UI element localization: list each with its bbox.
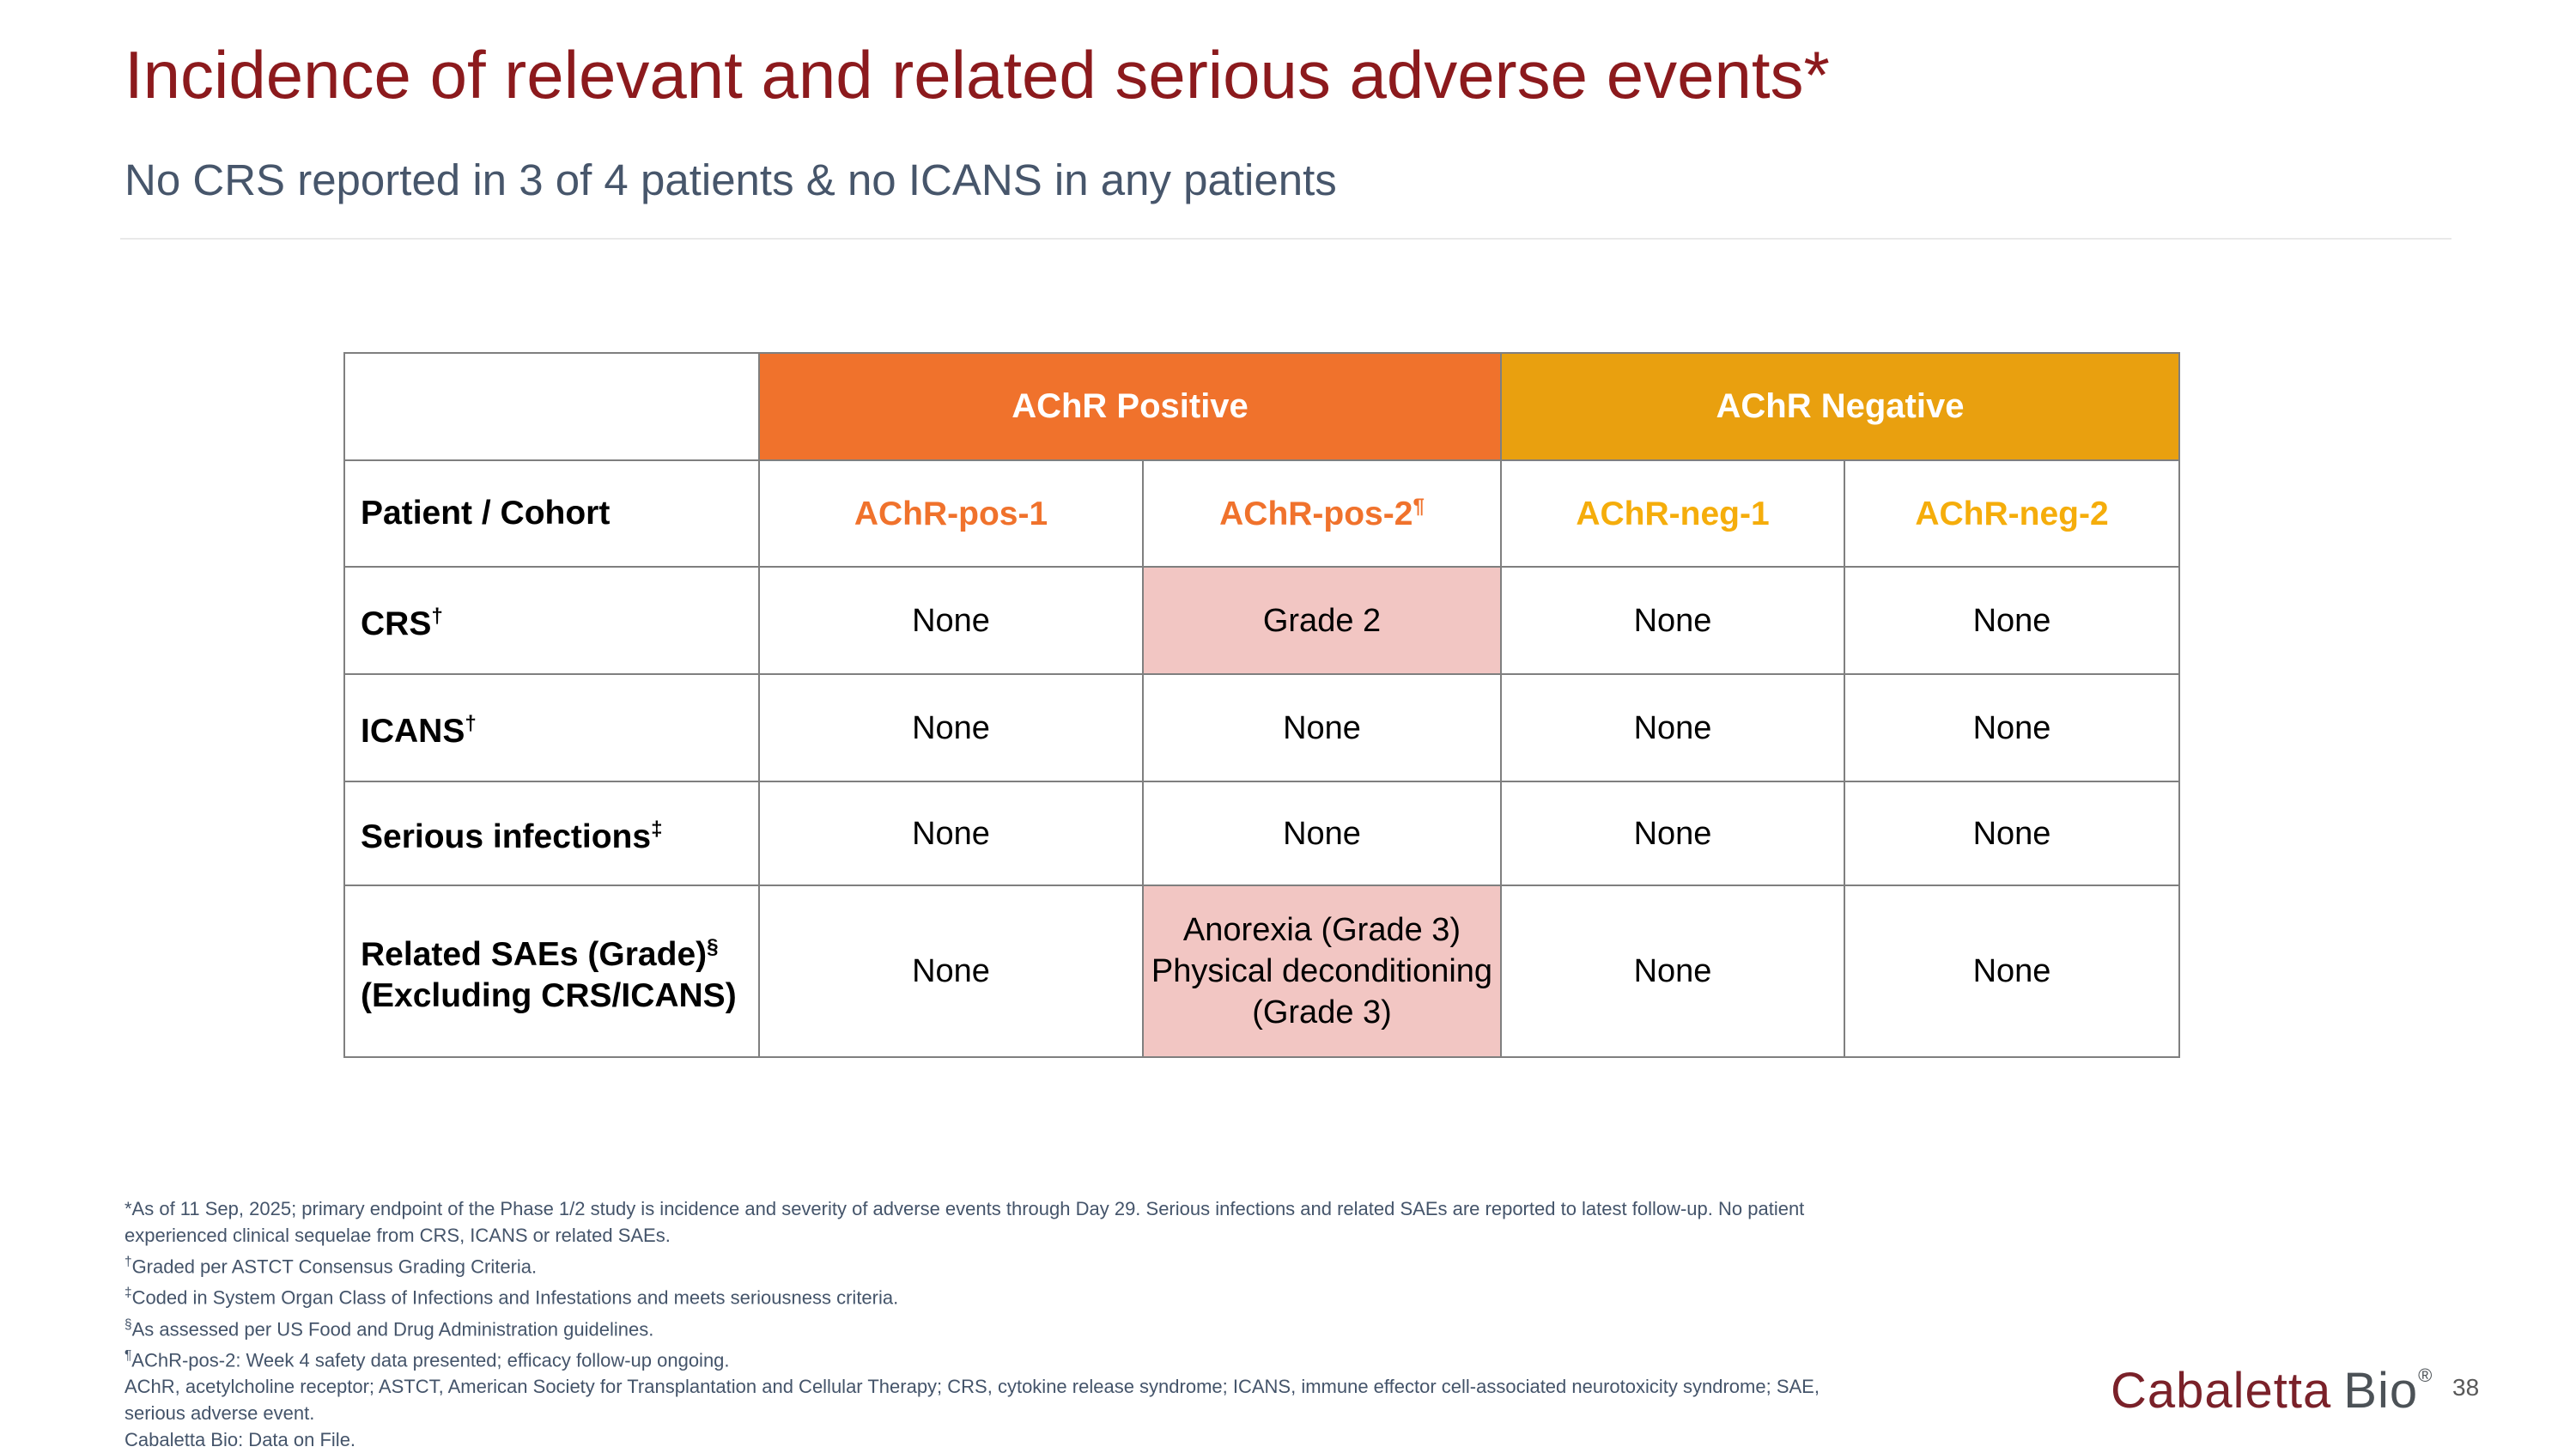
column-header-patient-cohort: Patient / Cohort [343, 459, 760, 568]
table-row-related-saes-grade: Related SAEs (Grade)§ (Excluding CRS/ICAN… [343, 885, 2180, 1058]
row-label-serious-infections: Serious infections‡ [343, 781, 760, 886]
footnote-line: Cabaletta Bio: Data on File. [125, 1429, 356, 1451]
cell-crs-achr-neg-2: None [1844, 566, 2180, 675]
column-header-row: Patient / Cohort AChR-pos-1 AChR-pos-2¶ … [343, 459, 2180, 568]
cell-icans-achr-neg-2: None [1844, 673, 2180, 782]
column-header-label: AChR-neg-2 [1915, 495, 2109, 532]
footnote-line: *As of 11 Sep, 2025; primary endpoint of… [125, 1198, 1805, 1219]
table-row-icans: ICANS† None None None None [343, 673, 2180, 782]
cell-icans-achr-pos-2: None [1142, 673, 1502, 782]
column-header-label: AChR-pos-2 [1219, 495, 1413, 532]
column-header-label: AChR-pos-1 [854, 495, 1048, 532]
column-header-achr-pos-1: AChR-pos-1 [758, 459, 1144, 568]
cell-serious-infections-achr-pos-2: None [1142, 781, 1502, 886]
column-header-achr-neg-1: AChR-neg-1 [1500, 459, 1845, 568]
column-header-sup: ¶ [1413, 494, 1425, 518]
cell-serious-infections-achr-neg-1: None [1500, 781, 1845, 886]
adverse-events-table: AChR Positive AChR Negative Patient / Co… [343, 352, 2180, 1058]
cell-serious-infections-achr-pos-1: None [758, 781, 1144, 886]
cell-crs-achr-pos-1: None [758, 566, 1144, 675]
cell-crs-achr-pos-2: Grade 2 [1142, 566, 1502, 675]
table-corner-empty [343, 352, 760, 461]
registered-mark: ® [2418, 1365, 2433, 1386]
column-header-label: AChR-neg-1 [1576, 495, 1770, 532]
footnote-line: ‡Coded in System Organ Class of Infectio… [125, 1286, 899, 1309]
footnote-line: serious adverse event. [125, 1402, 315, 1425]
footnote-line: AChR, acetylcholine receptor; ASTCT, Ame… [125, 1376, 1820, 1398]
row-label-related-saes-grade: Related SAEs (Grade)§ (Excluding CRS/ICAN… [343, 885, 760, 1058]
cell-serious-infections-achr-neg-2: None [1844, 781, 2180, 886]
footnote-line: §As assessed per US Food and Drug Admini… [125, 1316, 654, 1340]
column-header-achr-pos-2: AChR-pos-2¶ [1142, 459, 1502, 568]
row-label-sup: § [707, 934, 719, 958]
footnote-sup: † [125, 1255, 132, 1269]
footnote-line: †Graded per ASTCT Consensus Grading Crit… [125, 1255, 538, 1278]
row-label-crs: CRS† [343, 566, 760, 675]
cell-related-saes-grade-achr-neg-1: None [1500, 885, 1845, 1058]
group-header-achr-positive: AChR Positive [758, 352, 1502, 461]
footnote-sup: ¶ [125, 1347, 132, 1363]
footnote-sup: § [125, 1316, 132, 1332]
cell-related-saes-grade-achr-pos-2: Anorexia (Grade 3) Physical deconditioni… [1142, 885, 1502, 1058]
cell-related-saes-grade-achr-pos-1: None [758, 885, 1144, 1058]
footnotes: *As of 11 Sep, 2025; primary endpoint of… [125, 1195, 1820, 1453]
row-label-icans: ICANS† [343, 673, 760, 782]
logo-brand-text: Cabaletta [2111, 1363, 2332, 1419]
cell-icans-achr-neg-1: None [1500, 673, 1845, 782]
footnote-sup: ‡ [125, 1286, 132, 1301]
header-divider [120, 238, 2451, 240]
row-label-sup: † [431, 605, 443, 628]
cabaletta-bio-logo: Cabaletta Bio® [2111, 1362, 2433, 1420]
logo-suffix-text: Bio [2343, 1363, 2419, 1419]
column-header-achr-neg-2: AChR-neg-2 [1844, 459, 2180, 568]
table-row-serious-infections: Serious infections‡ None None None None [343, 781, 2180, 886]
page-subtitle: No CRS reported in 3 of 4 patients & no … [125, 155, 1337, 204]
footnote-line: experienced clinical sequelae from CRS, … [125, 1225, 671, 1246]
group-header-achr-negative: AChR Negative [1500, 352, 2180, 461]
cell-related-saes-grade-achr-neg-2: None [1844, 885, 2180, 1058]
page-title: Incidence of relevant and related seriou… [125, 37, 1830, 112]
table-row-crs: CRS† None Grade 2 None None [343, 566, 2180, 675]
page-number: 38 [2452, 1374, 2480, 1401]
row-label-sup: † [465, 712, 477, 735]
row-label-sup: ‡ [651, 818, 663, 841]
group-header-row: AChR Positive AChR Negative [343, 352, 2180, 461]
footnote-line: ¶AChR-pos-2: Week 4 safety data presente… [125, 1347, 730, 1371]
cell-crs-achr-neg-1: None [1500, 566, 1845, 675]
cell-icans-achr-pos-1: None [758, 673, 1144, 782]
